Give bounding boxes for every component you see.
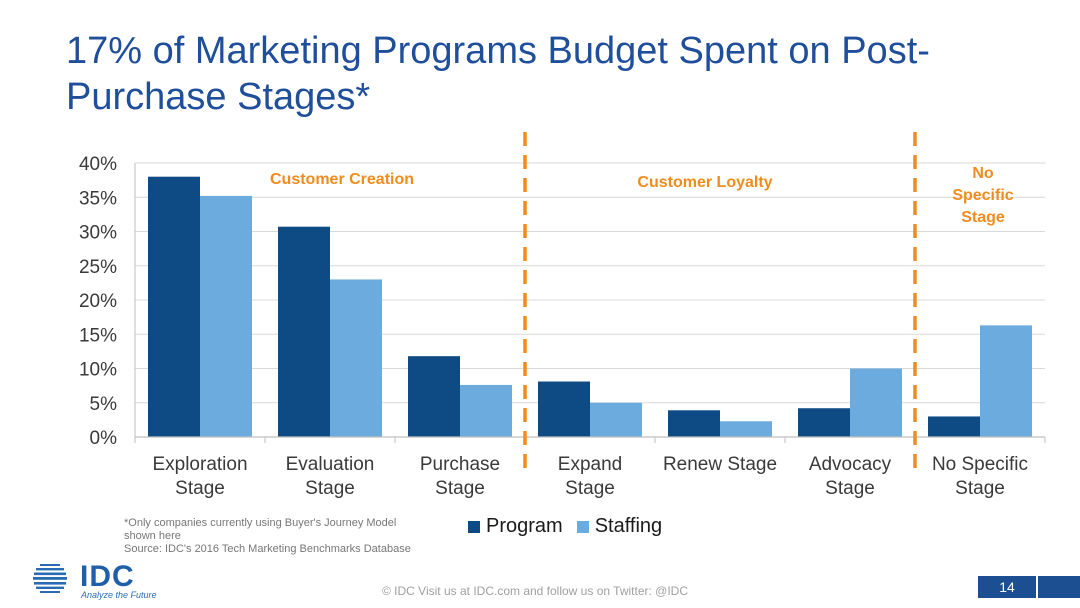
legend-item-staffing: Staffing xyxy=(576,515,663,538)
stage-group-labels: Customer Creation Customer Loyalty No Speci… xyxy=(270,165,1014,226)
stage-group-label: No xyxy=(972,165,994,182)
source-line: Source: IDC's 2016 Tech Marketing Benchm… xyxy=(124,543,411,555)
stage-dividers xyxy=(523,132,917,472)
legend: Program Staffing xyxy=(468,515,662,538)
x-tick-label: Expand xyxy=(558,454,622,475)
x-tick-label: Stage xyxy=(175,478,225,499)
y-tick-label: 5% xyxy=(90,394,118,415)
stage-group-label: Stage xyxy=(961,209,1005,226)
logo-tagline: Analyze the Future xyxy=(81,590,157,600)
y-tick-label: 0% xyxy=(90,428,118,449)
x-tick-label: Stage xyxy=(825,478,875,499)
legend-swatch-staffing xyxy=(576,520,589,533)
idc-globe-icon xyxy=(33,564,67,593)
x-tick-label: Stage xyxy=(435,478,485,499)
page-number: 14 xyxy=(978,576,1036,598)
slide-title: 17% of Marketing Programs Budget Spent o… xyxy=(66,30,930,118)
axes: 0% 5% 10% 15% 20% 25% 30% 35% 40% Exploration Stag… xyxy=(79,154,1046,499)
x-tick-label: Evaluation xyxy=(286,454,375,475)
bar-program-4 xyxy=(668,410,720,437)
y-tick-label: 40% xyxy=(79,154,117,175)
bar-staffing-0 xyxy=(200,195,252,437)
bar-program-1 xyxy=(278,226,330,437)
bar-program-6 xyxy=(928,416,980,437)
x-tick-label: Advocacy xyxy=(809,454,892,475)
bar-staffing-3 xyxy=(590,402,642,437)
x-tick-label: Purchase xyxy=(420,454,500,475)
gridlines xyxy=(135,162,1045,404)
footnote-line: shown here xyxy=(124,530,181,542)
bar-staffing-5 xyxy=(850,368,902,437)
bar-program-3 xyxy=(538,381,590,437)
legend-swatch-program xyxy=(468,520,480,533)
legend-label-staffing: Staffing xyxy=(594,515,663,537)
y-tick-label: 35% xyxy=(79,188,117,209)
legend-label-program: Program xyxy=(486,515,563,537)
bar-program-2 xyxy=(408,356,460,437)
bar-program-5 xyxy=(798,408,850,437)
stage-group-label: Customer Creation xyxy=(270,171,414,188)
y-tick-label: 15% xyxy=(79,325,117,346)
bar-staffing-1 xyxy=(330,279,382,437)
footnote: *Only companies currently using Buyer's … xyxy=(124,517,454,556)
x-tick-label: Stage xyxy=(955,478,1005,499)
y-tick-label: 20% xyxy=(79,291,117,312)
x-tick-label: Stage xyxy=(305,478,355,499)
footnote-line: *Only companies currently using Buyer's … xyxy=(124,517,397,529)
bars xyxy=(148,176,1032,437)
stage-group-label: Customer Loyalty xyxy=(637,174,772,191)
x-tick-label: No Specific xyxy=(932,454,1028,475)
stage-group-label: Specific xyxy=(952,187,1013,204)
bar-staffing-6 xyxy=(980,325,1032,437)
y-tick-label: 10% xyxy=(79,360,117,381)
x-tick-label: Stage xyxy=(565,478,615,499)
bar-staffing-2 xyxy=(460,384,512,437)
page-number-bar xyxy=(1038,576,1080,598)
y-tick-label: 25% xyxy=(79,257,117,278)
x-tick-label: Renew Stage xyxy=(663,454,777,475)
bar-staffing-4 xyxy=(720,421,772,437)
x-tick-label: Exploration xyxy=(152,454,247,475)
legend-item-program: Program xyxy=(468,515,563,538)
bar-program-0 xyxy=(148,176,200,437)
logo-text: IDC xyxy=(80,560,135,593)
footer-text: © IDC Visit us at IDC.com and follow us … xyxy=(382,584,689,598)
y-tick-label: 30% xyxy=(79,223,117,244)
